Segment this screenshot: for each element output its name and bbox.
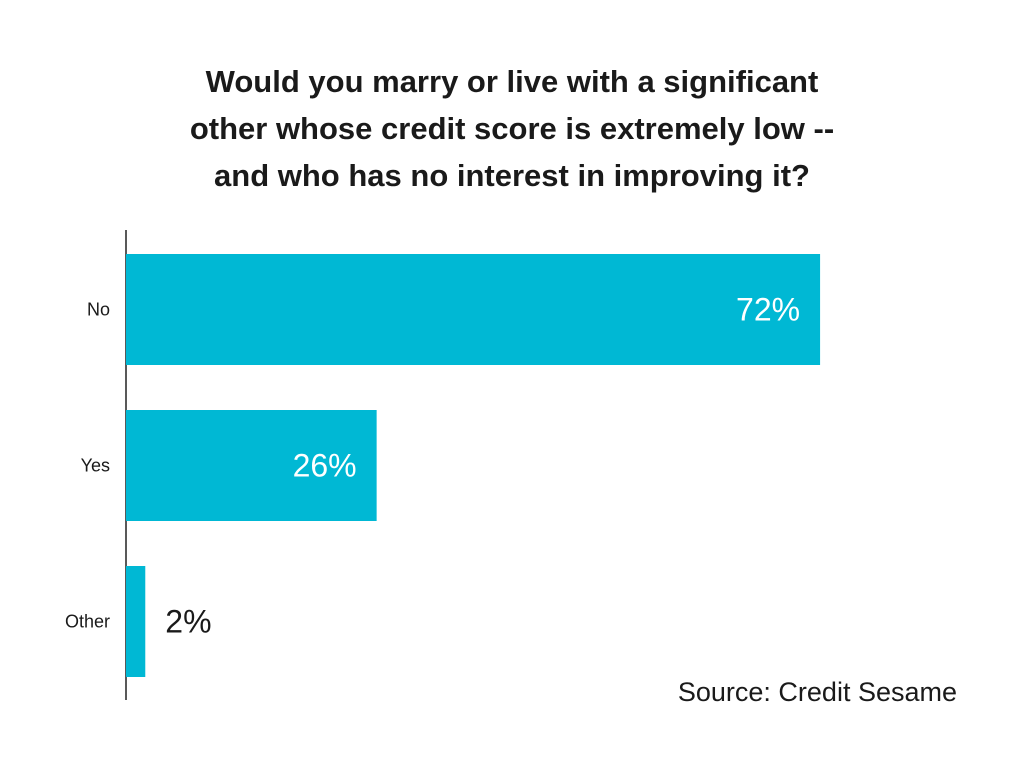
value-label-yes: 26% xyxy=(293,448,357,484)
value-label-no: 72% xyxy=(736,292,800,328)
category-label-yes: Yes xyxy=(81,456,110,476)
bar-no xyxy=(126,254,821,365)
bar-other xyxy=(126,566,146,677)
category-label-no: No xyxy=(87,300,110,320)
chart-title-line-3: and who has no interest in improving it? xyxy=(214,158,810,193)
source-note: Source: Credit Sesame xyxy=(677,677,957,707)
category-label-other: Other xyxy=(65,612,110,632)
chart-title-line-2: other whose credit score is extremely lo… xyxy=(189,111,835,146)
bar-yes xyxy=(126,410,377,521)
chart-title: Would you marry or live with a significa… xyxy=(112,58,912,199)
chart-title-line-1: Would you marry or live with a significa… xyxy=(205,64,819,99)
bars-layer: No 72% Yes 26% Other 2% xyxy=(65,254,821,677)
value-label-other: 2% xyxy=(165,604,211,640)
